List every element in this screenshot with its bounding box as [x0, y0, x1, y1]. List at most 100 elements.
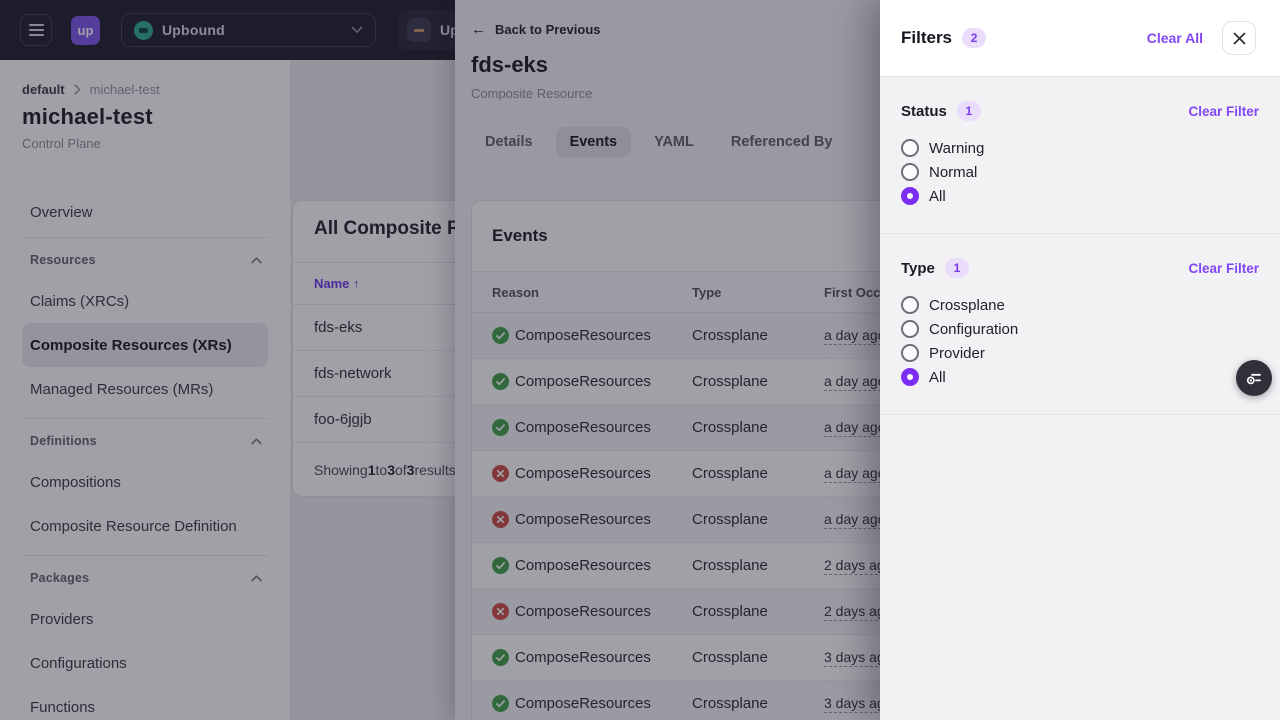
event-first-occurred[interactable]: 3 days ago — [824, 694, 893, 713]
sidebar-item-providers[interactable]: Providers — [30, 610, 94, 628]
success-icon — [492, 649, 509, 666]
sidebar: default michael-test michael-test Contro… — [0, 60, 290, 720]
success-icon — [492, 373, 509, 390]
name-column-label: Name — [314, 276, 350, 291]
radio-option-status-all[interactable]: All — [901, 184, 1259, 208]
sidebar-section-packages[interactable]: Packages — [22, 567, 268, 589]
sidebar-item-compositions[interactable]: Compositions — [30, 473, 121, 491]
event-row: ComposeResources Crossplane a day ago — [472, 451, 1264, 497]
clear-type-filter-button[interactable]: Clear Filter — [1188, 260, 1259, 276]
org-avatar-icon — [134, 20, 153, 40]
events-card-title: Events — [492, 226, 548, 245]
section-label: Definitions — [30, 434, 97, 448]
sidebar-item-configurations[interactable]: Configurations — [30, 654, 127, 672]
filters-title: Filters — [901, 28, 953, 47]
status-section-title: Status — [901, 102, 947, 120]
event-type: Crossplane — [692, 695, 768, 712]
sort-asc-icon: ↑ — [353, 276, 360, 291]
success-icon — [492, 557, 509, 574]
type-count-badge: 1 — [944, 258, 969, 278]
hamburger-icon — [28, 24, 44, 26]
radio-checked-icon[interactable] — [901, 368, 919, 386]
event-reason: ComposeResources — [515, 511, 651, 528]
column-type: Type — [692, 284, 722, 300]
resource-subtitle: Composite Resource — [471, 86, 593, 101]
sidebar-item-composite-resources[interactable]: Composite Resources (XRs) — [22, 323, 268, 367]
resource-title: fds-eks — [471, 52, 549, 77]
sidebar-section-definitions[interactable]: Definitions — [22, 430, 268, 452]
section-label: Resources — [30, 253, 96, 267]
success-icon — [492, 419, 509, 436]
tab-referenced-by[interactable]: Referenced By — [730, 134, 833, 150]
sidebar-item-claims[interactable]: Claims (XRCs) — [30, 292, 130, 310]
modal-backdrop[interactable] — [0, 0, 880, 720]
event-first-occurred[interactable]: a day ago — [824, 372, 886, 391]
breadcrumb-root-link[interactable]: default — [22, 82, 65, 97]
sidebar-section-resources[interactable]: Resources — [22, 249, 268, 271]
error-icon — [492, 603, 509, 620]
radio-unchecked-icon[interactable] — [901, 296, 919, 314]
radio-option-type-all[interactable]: All — [901, 365, 1259, 389]
breadcrumb: default michael-test — [22, 82, 268, 97]
success-icon — [492, 327, 509, 344]
close-icon — [1233, 32, 1245, 44]
column-reason: Reason — [492, 284, 539, 300]
upbound-logo[interactable]: up — [71, 16, 100, 45]
tab-events[interactable]: Events — [555, 127, 632, 157]
event-reason: ComposeResources — [515, 465, 651, 482]
back-arrow-icon: ← — [471, 21, 486, 38]
event-first-occurred[interactable]: a day ago — [824, 464, 886, 483]
type-section-title: Type — [901, 259, 935, 277]
event-type: Crossplane — [692, 373, 768, 390]
org-selector-label: Upbound — [162, 22, 225, 38]
event-first-occurred[interactable]: 2 days ago — [824, 602, 893, 621]
event-first-occurred[interactable]: 3 days ago — [824, 648, 893, 667]
chevron-down-icon — [351, 26, 363, 33]
filter-toggle-fab[interactable] — [1236, 360, 1272, 396]
clear-all-button[interactable]: Clear All — [1146, 30, 1203, 46]
status-count-badge: 1 — [956, 101, 981, 121]
clear-status-filter-button[interactable]: Clear Filter — [1188, 103, 1259, 119]
radio-option-normal[interactable]: Normal — [901, 160, 1259, 184]
close-filters-button[interactable] — [1222, 21, 1256, 55]
event-reason: ComposeResources — [515, 649, 651, 666]
back-to-previous-link[interactable]: ← Back to Previous — [471, 21, 601, 38]
section-label: Packages — [30, 571, 90, 585]
event-reason: ComposeResources — [515, 557, 651, 574]
tab-yaml[interactable]: YAML — [654, 134, 694, 150]
pagination-summary: Showing 1 to 3 of 3 results — [314, 462, 456, 478]
control-plane-subtitle: Control Plane — [22, 136, 101, 151]
hamburger-menu-button[interactable] — [20, 14, 52, 46]
event-first-occurred[interactable]: 2 days ago — [824, 556, 893, 575]
event-first-occurred[interactable]: a day ago — [824, 326, 886, 345]
error-icon — [492, 465, 509, 482]
error-icon — [492, 511, 509, 528]
event-row: ComposeResources Crossplane a day ago — [472, 359, 1264, 405]
sidebar-item-managed-resources[interactable]: Managed Resources (MRs) — [30, 380, 214, 398]
radio-checked-icon[interactable] — [901, 187, 919, 205]
radio-unchecked-icon[interactable] — [901, 139, 919, 157]
sidebar-item-overview[interactable]: Overview — [30, 203, 93, 221]
event-first-occurred[interactable]: a day ago — [824, 418, 886, 437]
radio-option-configuration[interactable]: Configuration — [901, 317, 1259, 341]
sidebar-item-xrd[interactable]: Composite Resource Definition — [30, 517, 237, 535]
event-first-occurred[interactable]: a day ago — [824, 510, 886, 529]
org-selector-dropdown[interactable]: Upbound — [121, 13, 376, 47]
success-icon — [492, 695, 509, 712]
event-type: Crossplane — [692, 557, 768, 574]
radio-option-warning[interactable]: Warning — [901, 136, 1259, 160]
radio-option-provider[interactable]: Provider — [901, 341, 1259, 365]
chevron-up-icon — [251, 574, 262, 581]
sidebar-item-functions[interactable]: Functions — [30, 698, 96, 716]
radio-unchecked-icon[interactable] — [901, 344, 919, 362]
tab-details[interactable]: Details — [485, 134, 533, 150]
event-type: Crossplane — [692, 649, 768, 666]
control-plane-title: michael-test — [22, 104, 153, 129]
radio-unchecked-icon[interactable] — [901, 320, 919, 338]
event-reason: ComposeResources — [515, 695, 651, 712]
radio-option-crossplane[interactable]: Crossplane — [901, 293, 1259, 317]
filters-header: Filters 2 Clear All — [880, 0, 1280, 77]
radio-unchecked-icon[interactable] — [901, 163, 919, 181]
event-type: Crossplane — [692, 419, 768, 436]
